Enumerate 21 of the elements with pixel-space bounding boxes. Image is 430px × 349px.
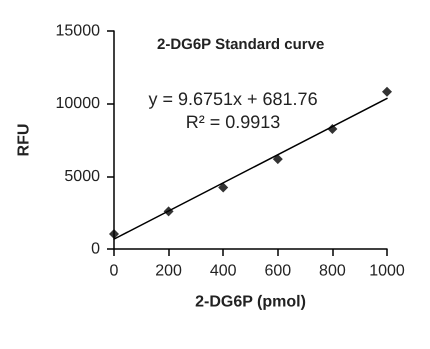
y-axis-title: RFU	[16, 124, 32, 156]
point	[164, 206, 174, 216]
x-tick-label: 200	[155, 262, 182, 280]
point	[109, 229, 119, 240]
y-tick-label: 0	[91, 240, 100, 258]
point	[327, 124, 338, 134]
annotation: y = 9.6751x + 681.76	[148, 89, 318, 109]
y-tick-label: 5000	[64, 168, 100, 185]
y-tick-label: 15000	[56, 22, 100, 40]
x-tick-label: 800	[319, 262, 346, 280]
annotation: R² = 0.9913	[186, 112, 280, 132]
x-tick-label: 1000	[369, 262, 405, 280]
x-axis-title: 2-DG6P (pmol)	[195, 294, 306, 310]
x-tick-label: 600	[264, 262, 292, 280]
point	[218, 182, 228, 193]
point	[382, 86, 392, 97]
x-tick-label: 400	[210, 262, 237, 280]
x-tick-label: 0	[110, 262, 119, 280]
chart-title: 2-DG6P Standard curve	[157, 36, 324, 53]
y-tick-label: 10000	[56, 95, 100, 112]
point	[272, 154, 283, 164]
